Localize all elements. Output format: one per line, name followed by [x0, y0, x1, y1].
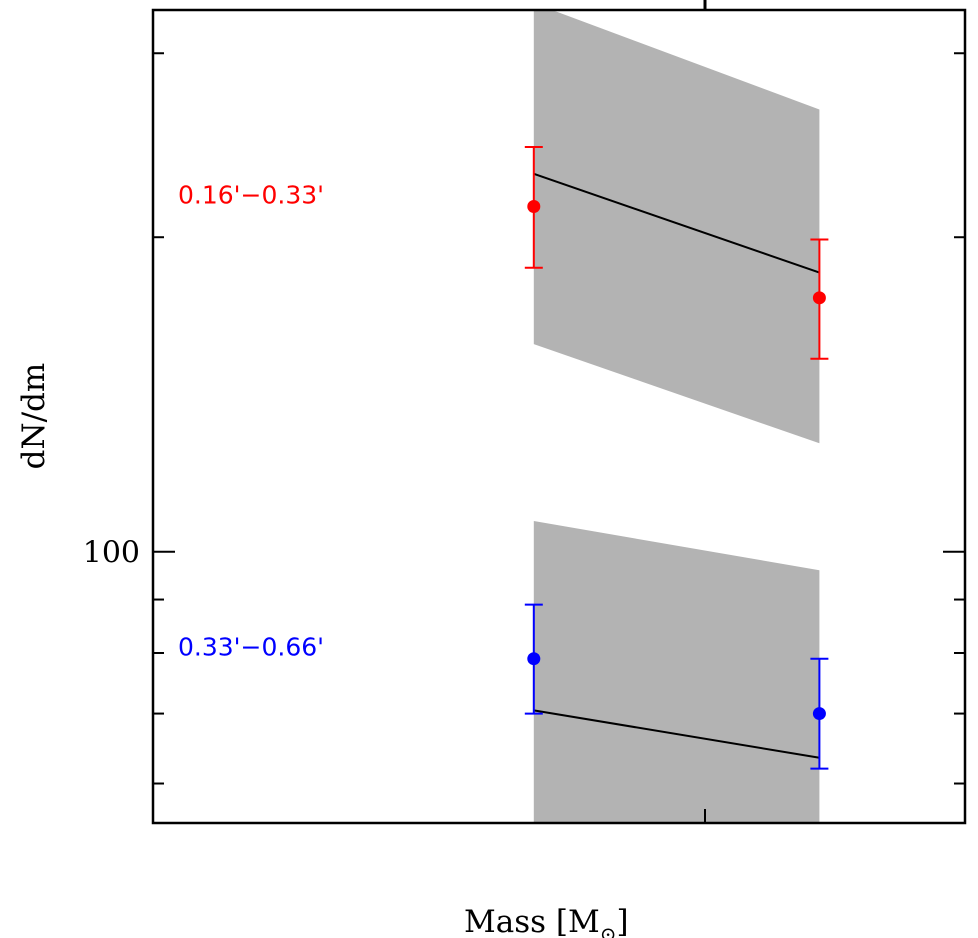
marker [812, 707, 826, 721]
data-point-1-1 [524, 145, 543, 269]
series-label-2: 0.33'−0.66' [178, 633, 324, 662]
model-line-2 [533, 709, 820, 759]
x-axis-label-text: Mass [M [464, 904, 600, 938]
series-label-1: 0.16'−0.33' [178, 181, 324, 210]
x-axis-label-subscript: ⊙ [600, 922, 617, 938]
plot-frame [151, 8, 967, 825]
model-band-2 [533, 521, 820, 823]
marker [527, 200, 541, 214]
model-lines [533, 172, 820, 759]
svg-text:Mass [M⊙]: Mass [M⊙] [464, 904, 629, 938]
y-tick-label: 100 [83, 536, 140, 571]
x-axis-label-close: ] [617, 904, 629, 938]
data-points [524, 145, 829, 770]
model-bands [533, 10, 820, 823]
model-band-1 [533, 10, 820, 444]
series-labels: 0.16'−0.33' 0.33'−0.66' [178, 181, 324, 662]
y-axis-label: dN/dm [16, 363, 52, 470]
model-line-1 [533, 172, 820, 274]
data-point-2-2 [810, 657, 829, 770]
x-axis-label: Mass [M⊙] [464, 904, 629, 938]
axis-ticks [153, 52, 965, 823]
marker [812, 291, 826, 305]
data-point-1-2 [810, 238, 829, 360]
y-tick-labels: 100 [83, 536, 140, 571]
data-point-2-1 [524, 603, 543, 715]
marker [527, 652, 541, 666]
